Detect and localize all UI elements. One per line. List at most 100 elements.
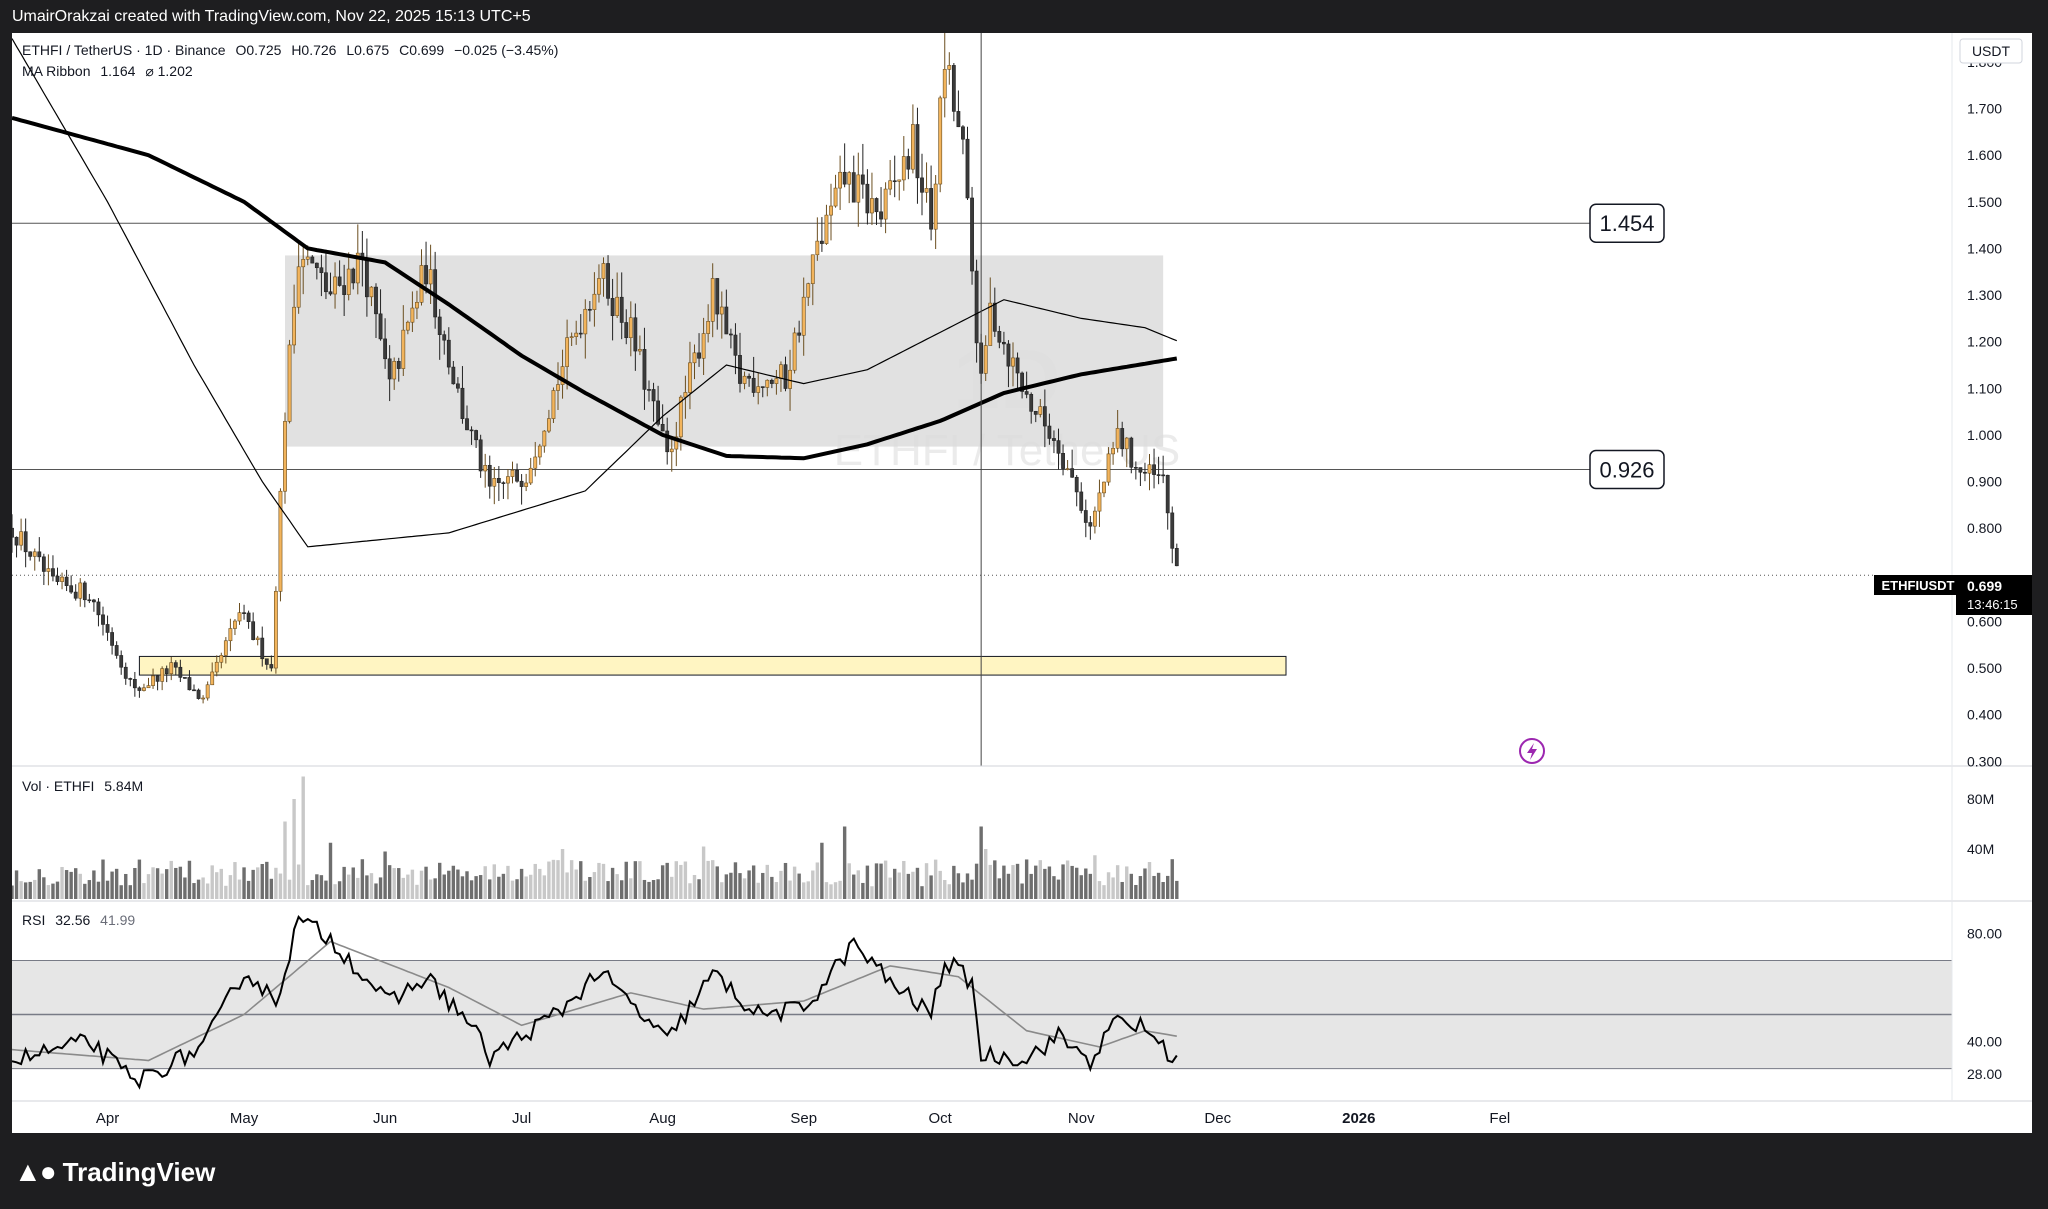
volume-bar bbox=[565, 872, 569, 899]
level-label-low[interactable]: 0.926 bbox=[1589, 449, 1665, 490]
volume-bar bbox=[269, 878, 274, 899]
ma-ribbon-label: MA Ribbon bbox=[22, 63, 91, 79]
price-axis[interactable]: 1.8001.7001.6001.5001.4001.3001.2001.100… bbox=[1967, 54, 2002, 769]
ma-ribbon-legend[interactable]: MA Ribbon 1.164 ⌀ 1.202 bbox=[22, 63, 199, 80]
rsi-tick-1: 40.00 bbox=[1967, 1034, 2002, 1050]
candle-body bbox=[292, 306, 297, 346]
candle-body bbox=[319, 267, 324, 274]
volume-axis[interactable]: 80M 40M bbox=[1967, 791, 1994, 857]
volume-bar bbox=[601, 863, 606, 899]
volume-bar bbox=[583, 880, 587, 899]
candle-body bbox=[355, 252, 360, 284]
candle-body bbox=[1102, 481, 1106, 494]
candle-body bbox=[132, 679, 137, 689]
candle-body bbox=[246, 612, 251, 622]
price-tick-8: 1.000 bbox=[1967, 427, 2002, 443]
candle-body bbox=[405, 321, 410, 331]
candle-body bbox=[223, 640, 228, 656]
candle-body bbox=[637, 349, 642, 352]
candle-body bbox=[565, 337, 570, 367]
volume-bar bbox=[638, 861, 642, 899]
volume-bar bbox=[856, 870, 860, 899]
candle-body bbox=[751, 377, 756, 393]
volume-bar bbox=[770, 876, 774, 899]
volume-bar bbox=[155, 868, 160, 899]
candle-body bbox=[287, 344, 292, 422]
volume-bar bbox=[924, 863, 929, 899]
tradingview-logo[interactable]: ▲● TradingView bbox=[14, 1156, 215, 1188]
volume-bar bbox=[497, 876, 501, 899]
candle-body bbox=[337, 276, 342, 286]
candle-body bbox=[73, 591, 78, 599]
candle-body bbox=[501, 482, 506, 484]
volume-bar bbox=[433, 878, 437, 899]
volume-bar bbox=[765, 864, 769, 899]
legend-symbol[interactable]: ETHFI / TetherUS · 1D · Binance bbox=[22, 42, 226, 58]
candle-body bbox=[647, 389, 651, 391]
candle-body bbox=[178, 666, 183, 678]
candle-body bbox=[242, 612, 246, 614]
volume-bar bbox=[165, 869, 169, 899]
candle-body bbox=[883, 188, 888, 220]
ma-ribbon-layer bbox=[11, 38, 1178, 548]
price-tick-3: 1.500 bbox=[1967, 194, 2002, 210]
time-axis[interactable]: Apr May Jun Jul Aug Sep Oct Nov Dec 2026 Fel bbox=[96, 1110, 1510, 1127]
rsi-axis[interactable]: 80.00 40.00 28.00 bbox=[1967, 925, 2002, 1082]
volume-bar bbox=[1115, 865, 1120, 899]
candle-body bbox=[942, 69, 947, 99]
legend-high: H0.726 bbox=[291, 42, 337, 58]
candle-body bbox=[1124, 437, 1129, 450]
zones-layer bbox=[138, 255, 1287, 676]
candle-body bbox=[842, 171, 847, 185]
lightning-icon[interactable] bbox=[1519, 738, 1545, 764]
candle-body bbox=[906, 156, 911, 170]
volume-bar bbox=[415, 884, 419, 899]
volume-bar bbox=[174, 867, 178, 899]
volume-bar bbox=[1138, 876, 1143, 899]
volume-bar bbox=[802, 882, 806, 899]
volume-bar bbox=[442, 874, 446, 899]
candle-body bbox=[28, 551, 33, 557]
volume-bar bbox=[23, 882, 28, 899]
chart-svg[interactable]: 1D ETHFI / TetherUS 1.8001.7001.6001.500… bbox=[10, 32, 2032, 1133]
candle-body bbox=[974, 270, 979, 344]
time-tick-4: Aug bbox=[649, 1110, 676, 1127]
candle-body bbox=[396, 361, 401, 369]
volume-bar bbox=[337, 881, 342, 899]
volume-bar bbox=[720, 882, 724, 899]
candle-body bbox=[164, 668, 169, 675]
candle-body bbox=[897, 179, 902, 182]
candle-body bbox=[938, 97, 943, 185]
candle-body bbox=[474, 430, 479, 441]
volume-bar bbox=[74, 868, 78, 899]
volume-bar bbox=[46, 885, 51, 899]
currency-label[interactable]: USDT bbox=[1959, 38, 2023, 64]
candle-body bbox=[587, 308, 592, 311]
volume-bar bbox=[460, 876, 465, 899]
volume-bar bbox=[1102, 885, 1106, 899]
volume-bar bbox=[711, 860, 715, 899]
rsi-legend[interactable]: RSI 32.56 41.99 bbox=[22, 912, 141, 928]
candle-body bbox=[451, 366, 456, 385]
chart-area[interactable]: 1D ETHFI / TetherUS 1.8001.7001.6001.500… bbox=[10, 32, 2032, 1133]
ma-fast-line bbox=[11, 38, 1178, 548]
candle-body bbox=[951, 65, 956, 112]
candle-body bbox=[533, 456, 538, 469]
candle-body bbox=[151, 675, 155, 686]
volume-legend[interactable]: Vol · ETHFI 5.84M bbox=[22, 778, 149, 794]
time-tick-5: Sep bbox=[790, 1110, 817, 1127]
price-tick-7: 1.100 bbox=[1967, 380, 2002, 396]
volume-bar bbox=[1134, 884, 1138, 899]
volume-bar bbox=[756, 882, 760, 899]
volume-bar bbox=[160, 873, 164, 899]
volume-bar bbox=[310, 880, 314, 899]
candle-body bbox=[1170, 512, 1175, 549]
snapshot-attribution: UmairOrakzai created with TradingView.co… bbox=[12, 8, 531, 25]
volume-bar bbox=[724, 874, 729, 899]
candle-body bbox=[715, 278, 720, 315]
level-label-high[interactable]: 1.454 bbox=[1589, 203, 1665, 243]
candle-body bbox=[492, 478, 497, 487]
candle-body bbox=[692, 352, 697, 364]
volume-bar bbox=[33, 879, 37, 899]
candle-body bbox=[269, 664, 274, 669]
